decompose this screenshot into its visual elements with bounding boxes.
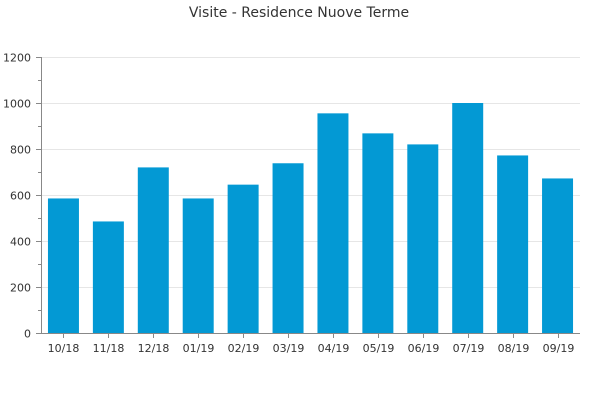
- x-tick-label: 12/18: [138, 342, 170, 355]
- y-tick-label: 600: [10, 190, 31, 203]
- y-axis: 0 200 400 600 800 1000 1200: [3, 52, 42, 341]
- x-axis: 10/18 11/18 12/18 01/19 02/19 03/19 04/19 05/19…: [41, 333, 580, 355]
- chart-title: Visite - Residence Nuove Terme: [189, 5, 409, 21]
- y-tick-label: 1000: [3, 98, 31, 111]
- y-tick-label: 200: [10, 282, 31, 295]
- bar-01-19: [182, 198, 214, 333]
- x-tick-label: 04/19: [318, 342, 350, 355]
- y-tick-label: 400: [10, 236, 31, 249]
- x-tick-label: 10/18: [48, 342, 80, 355]
- x-tick-label: 06/19: [408, 342, 440, 355]
- y-tick-label: 800: [10, 144, 31, 157]
- x-tick-label: 05/19: [363, 342, 395, 355]
- bar-11-18: [92, 221, 124, 333]
- x-tick-label: 11/18: [93, 342, 125, 355]
- gridlines: [41, 57, 580, 288]
- x-tick-label: 08/19: [498, 342, 530, 355]
- x-tick-label: 01/19: [183, 342, 215, 355]
- x-tick-label: 02/19: [228, 342, 260, 355]
- bar-09-19: [542, 178, 574, 333]
- bar-02-19: [227, 184, 259, 333]
- bar-04-19: [317, 113, 349, 333]
- bar-08-19: [497, 155, 529, 333]
- bar-10-18: [47, 198, 79, 333]
- x-tick-label: 09/19: [543, 342, 575, 355]
- bars: [47, 103, 574, 333]
- x-tick-label: 03/19: [273, 342, 305, 355]
- bar-03-19: [272, 163, 304, 333]
- y-tick-label: 0: [24, 328, 31, 341]
- bar-12-18: [137, 167, 169, 333]
- x-tick-label: 07/19: [453, 342, 485, 355]
- bar-05-19: [362, 133, 394, 333]
- bar-07-19: [452, 103, 484, 333]
- y-tick-label: 1200: [3, 52, 31, 65]
- bar-06-19: [407, 144, 439, 333]
